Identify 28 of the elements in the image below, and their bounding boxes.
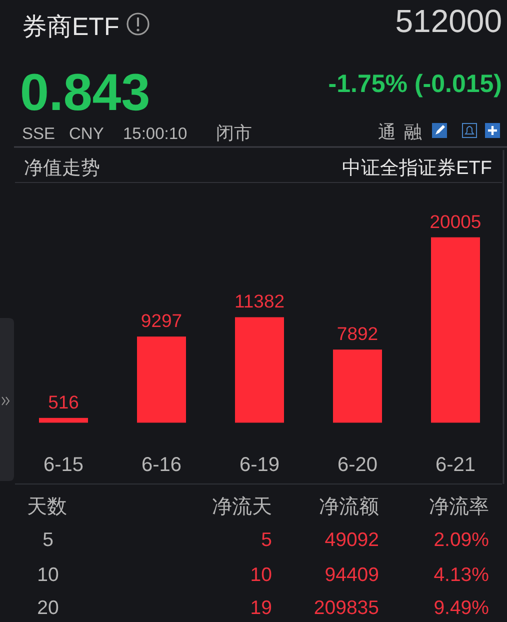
- annotation: 闭市: [216, 123, 252, 143]
- annotation: SSE: [22, 125, 56, 143]
- annotation: CNY: [69, 125, 104, 143]
- annotation: 20: [37, 597, 59, 619]
- annotation: 49092: [324, 529, 379, 551]
- annotation: 净流率: [429, 496, 489, 518]
- annotation: 5: [42, 529, 54, 551]
- annotation: 512000: [395, 3, 502, 39]
- annotation: 209835: [314, 597, 379, 619]
- annotation: 天数: [27, 496, 67, 518]
- annotation: 2.09%: [434, 529, 489, 551]
- annotation: 净流天: [212, 496, 272, 518]
- annotation: 5: [261, 529, 272, 551]
- annotation: 中证全指证券ETF: [342, 158, 492, 179]
- annotation: 通: [378, 122, 396, 142]
- annotation: 10: [37, 564, 59, 586]
- annotation: 融: [404, 122, 422, 142]
- annotation: 94409: [324, 564, 379, 586]
- annotation: 19: [250, 597, 272, 619]
- annotation: 净值走势: [24, 158, 100, 179]
- annotation: 4.13%: [434, 564, 489, 586]
- annotation: 0.843: [20, 64, 150, 122]
- title: 券商ETF: [22, 13, 120, 41]
- annotation: 9.49%: [434, 597, 489, 619]
- annotation: 10: [250, 564, 272, 586]
- annotation: 15:00:10: [123, 125, 188, 143]
- annotation: -1.75% (-0.015): [328, 70, 502, 98]
- annotation: 净流额: [319, 496, 379, 518]
